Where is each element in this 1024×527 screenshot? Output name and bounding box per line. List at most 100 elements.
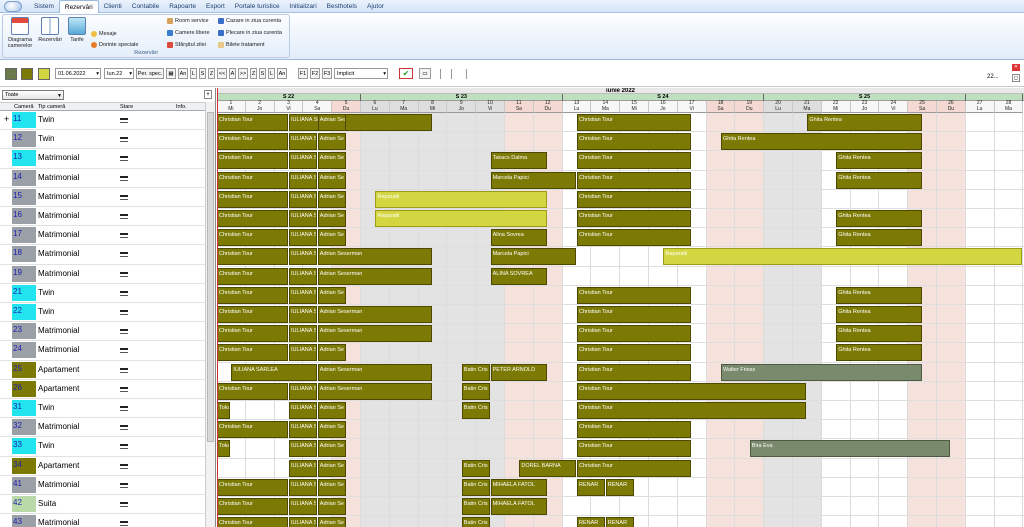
room-row[interactable]: 34 Apartament xyxy=(0,457,205,476)
booking-bar[interactable]: MIHAELA FATOL xyxy=(490,478,548,496)
booking-bar[interactable]: IULIANA S xyxy=(289,133,317,151)
room-row[interactable]: 33 Twin xyxy=(0,437,205,457)
booking-bar[interactable]: Marcela Papici xyxy=(490,171,576,189)
view-button-10[interactable]: An xyxy=(277,68,287,79)
booking-bar[interactable]: MIHAELA FATOL xyxy=(490,498,548,515)
booking-bar[interactable]: IULIANA SPARLEA xyxy=(289,114,432,131)
booking-bar[interactable]: Christian Tour xyxy=(217,517,288,527)
menu-tab-9[interactable]: Ajutor xyxy=(367,3,384,10)
tarife-button[interactable]: Tarife xyxy=(65,17,89,43)
booking-bar[interactable]: IULIANA S xyxy=(289,421,317,439)
booking-bar[interactable]: Batin Cris xyxy=(461,382,490,400)
col-camera[interactable]: Cameră xyxy=(14,104,34,110)
booking-bar[interactable]: Christian Tour xyxy=(217,190,288,208)
day-column[interactable] xyxy=(735,113,765,527)
font-f2-button[interactable]: F2 xyxy=(310,68,320,79)
booking-bar[interactable]: Christian Tour xyxy=(217,133,288,151)
booking-bar[interactable]: Batin Cris xyxy=(461,478,490,496)
booking-bar[interactable]: Alina Sovrea xyxy=(490,229,548,247)
booking-bar[interactable]: Bira Eva xyxy=(749,440,951,458)
calendar-check-button[interactable]: ✔ xyxy=(399,68,413,79)
room-row[interactable]: 42 Suita xyxy=(0,495,205,515)
booking-bar[interactable]: IULIANA S xyxy=(289,440,317,458)
booking-bar[interactable]: Ghita Rentea xyxy=(836,344,922,362)
booking-bar[interactable]: IULIANA S xyxy=(289,190,317,208)
booking-bar[interactable]: Adrian Seserman xyxy=(317,114,346,131)
booking-bar[interactable]: Ghita Rentea xyxy=(807,114,922,131)
booking-bar[interactable]: Marcela Papici xyxy=(490,248,576,266)
room-service-button[interactable]: Room service xyxy=(167,18,209,24)
booking-bar[interactable]: Adrian Seserman xyxy=(317,325,432,343)
booking-bar[interactable]: Adrian Se xyxy=(317,421,346,439)
font-f1-button[interactable]: F1 xyxy=(298,68,308,79)
mode-select[interactable]: Implicit ▾ xyxy=(334,68,388,79)
view-button-7[interactable]: Z xyxy=(250,68,257,79)
room-row[interactable]: 13 Matrimonial xyxy=(0,149,205,169)
booking-bar[interactable]: PETER ARNOLD xyxy=(490,363,548,381)
view-button-4[interactable]: << xyxy=(217,68,227,79)
room-row[interactable]: 32 Matrimonial xyxy=(0,418,205,438)
room-row[interactable]: 15 Matrimonial xyxy=(0,188,205,207)
cazare-ziua-curenta-button[interactable]: Cazare in ziua curenta xyxy=(218,18,281,24)
booking-bar[interactable]: Christian Tour xyxy=(577,440,692,458)
booking-bar[interactable]: Adrian Se xyxy=(317,402,346,419)
rezervari-button[interactable]: Rezervări xyxy=(37,17,63,43)
booking-bar[interactable]: IULIANA S xyxy=(289,325,317,343)
room-row[interactable]: 12 Twin xyxy=(0,130,205,150)
booking-bar[interactable]: Christian Tour xyxy=(577,210,692,227)
bilete-tratament-button[interactable]: Bilete tratament xyxy=(218,42,265,48)
booking-bar[interactable]: RENAR xyxy=(605,478,634,496)
booking-bar[interactable]: Christian Tour xyxy=(217,229,288,247)
booking-bar[interactable]: Christian Tour xyxy=(217,114,288,131)
booking-bar[interactable]: Adrian Se xyxy=(317,498,346,515)
menu-tab-2[interactable]: Clienti xyxy=(103,3,122,10)
col-info[interactable]: Info. xyxy=(176,104,187,110)
booking-bar[interactable]: Christian Tour xyxy=(217,306,288,323)
booking-bar[interactable]: IULIANA SARLEA xyxy=(231,363,317,381)
sfarsitul-zilei-button[interactable]: Sfârşitul zilei xyxy=(167,42,206,48)
menu-tab-5[interactable]: Export xyxy=(205,3,225,10)
room-row[interactable]: 43 Matrimonial xyxy=(0,514,205,527)
view-button-2[interactable]: S xyxy=(199,68,206,79)
view-button-1[interactable]: L xyxy=(190,68,197,79)
booking-bar[interactable]: Christian Tour xyxy=(577,382,807,400)
booking-bar[interactable]: IULIANA S xyxy=(289,344,317,362)
booking-bar[interactable]: Adrian Se xyxy=(317,344,346,362)
booking-bar[interactable]: IULIANA S xyxy=(289,459,317,477)
booking-bar[interactable]: Adrian Se xyxy=(317,459,346,477)
booking-bar[interactable]: Ghita Rentea xyxy=(836,325,922,343)
view-button-9[interactable]: L xyxy=(268,68,275,79)
booking-bar[interactable]: Tokai xyxy=(217,440,231,458)
booking-bar[interactable]: Tokai xyxy=(217,402,231,419)
expand-marker[interactable]: + xyxy=(4,114,10,124)
booking-bar[interactable]: Adrian Se xyxy=(317,440,346,458)
booking-bar[interactable]: Christian Tour xyxy=(577,306,692,323)
view-button-8[interactable]: S xyxy=(259,68,266,79)
booking-bar[interactable]: Takacs Dalma xyxy=(490,152,548,170)
day-column[interactable] xyxy=(793,113,822,527)
booking-bar[interactable]: IULIANA S xyxy=(289,229,317,247)
day-column[interactable] xyxy=(764,113,793,527)
booking-bar[interactable]: Christian Tour xyxy=(217,171,288,189)
menu-tab-3[interactable]: Contabile xyxy=(131,3,160,10)
booking-bar[interactable]: Ghita Rentea xyxy=(836,210,922,227)
booking-bar[interactable]: Adrian Seserman xyxy=(317,363,432,381)
swatch-2[interactable] xyxy=(21,68,33,80)
view-button-5[interactable]: A xyxy=(229,68,236,79)
booking-bar[interactable]: Christian Tour xyxy=(217,152,288,170)
booking-bar[interactable]: Christian Tour xyxy=(217,382,288,400)
booking-bar[interactable]: Batin Cris xyxy=(461,363,490,381)
booking-bar[interactable]: IULIANA S xyxy=(289,478,317,496)
room-row[interactable]: 14 Matrimonial xyxy=(0,169,205,188)
period-select[interactable]: Iun.22 ▾ xyxy=(104,68,134,79)
day-column[interactable] xyxy=(994,113,1024,527)
booking-bar[interactable]: Adrian Se xyxy=(317,517,346,527)
booking-bar[interactable]: RENAR xyxy=(605,517,634,527)
booking-bar[interactable]: Christian Tour xyxy=(217,267,288,285)
booking-bar[interactable]: Adrian Se xyxy=(317,229,346,247)
per-spec-button[interactable]: Per. spec. xyxy=(136,68,164,79)
booking-bar[interactable]: Batin Cris xyxy=(461,402,490,419)
booking-bar[interactable]: Adrian Se xyxy=(317,286,346,304)
calendar-small-button[interactable]: ▦ xyxy=(166,68,176,79)
booking-bar[interactable]: Christian Tour xyxy=(217,344,288,362)
